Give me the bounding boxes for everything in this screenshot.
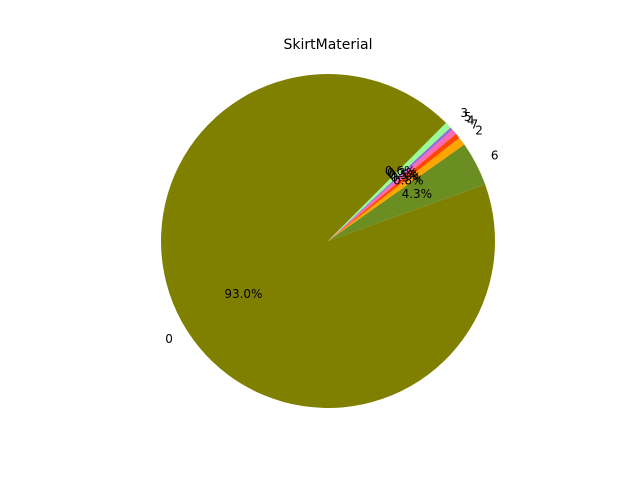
chart-title: SkirtMaterial [283,37,372,53]
percent-label-6: 4.3% [402,187,433,201]
category-label-3: 3 [460,106,468,120]
category-label-2: 2 [475,124,483,138]
percent-label-4: 0.5% [389,168,420,182]
pie-slice-5 [328,127,453,241]
pie-slice-4 [328,129,457,241]
category-label-0: 0 [165,332,173,346]
pie-slice-6 [328,144,486,241]
percent-label-2: 0.8% [393,174,424,188]
pie-slice-0 [161,74,496,409]
category-label-7: 7 [471,118,479,132]
pie-slice-2 [328,137,465,241]
percent-label-3: 0.6% [385,164,416,178]
percent-labels: 93.0%4.3%0.8%0.5%0.5%0.3%0.6% [224,164,432,301]
pie-slice-7 [328,133,460,241]
percent-label-7: 0.5% [391,170,422,184]
category-label-5: 5 [464,110,472,124]
pie-slice-3 [328,122,451,241]
category-label-4: 4 [467,113,475,127]
percent-label-5: 0.3% [387,166,418,180]
category-label-6: 6 [491,149,499,163]
pie-slices [161,74,496,409]
percent-label-0: 93.0% [224,287,262,301]
